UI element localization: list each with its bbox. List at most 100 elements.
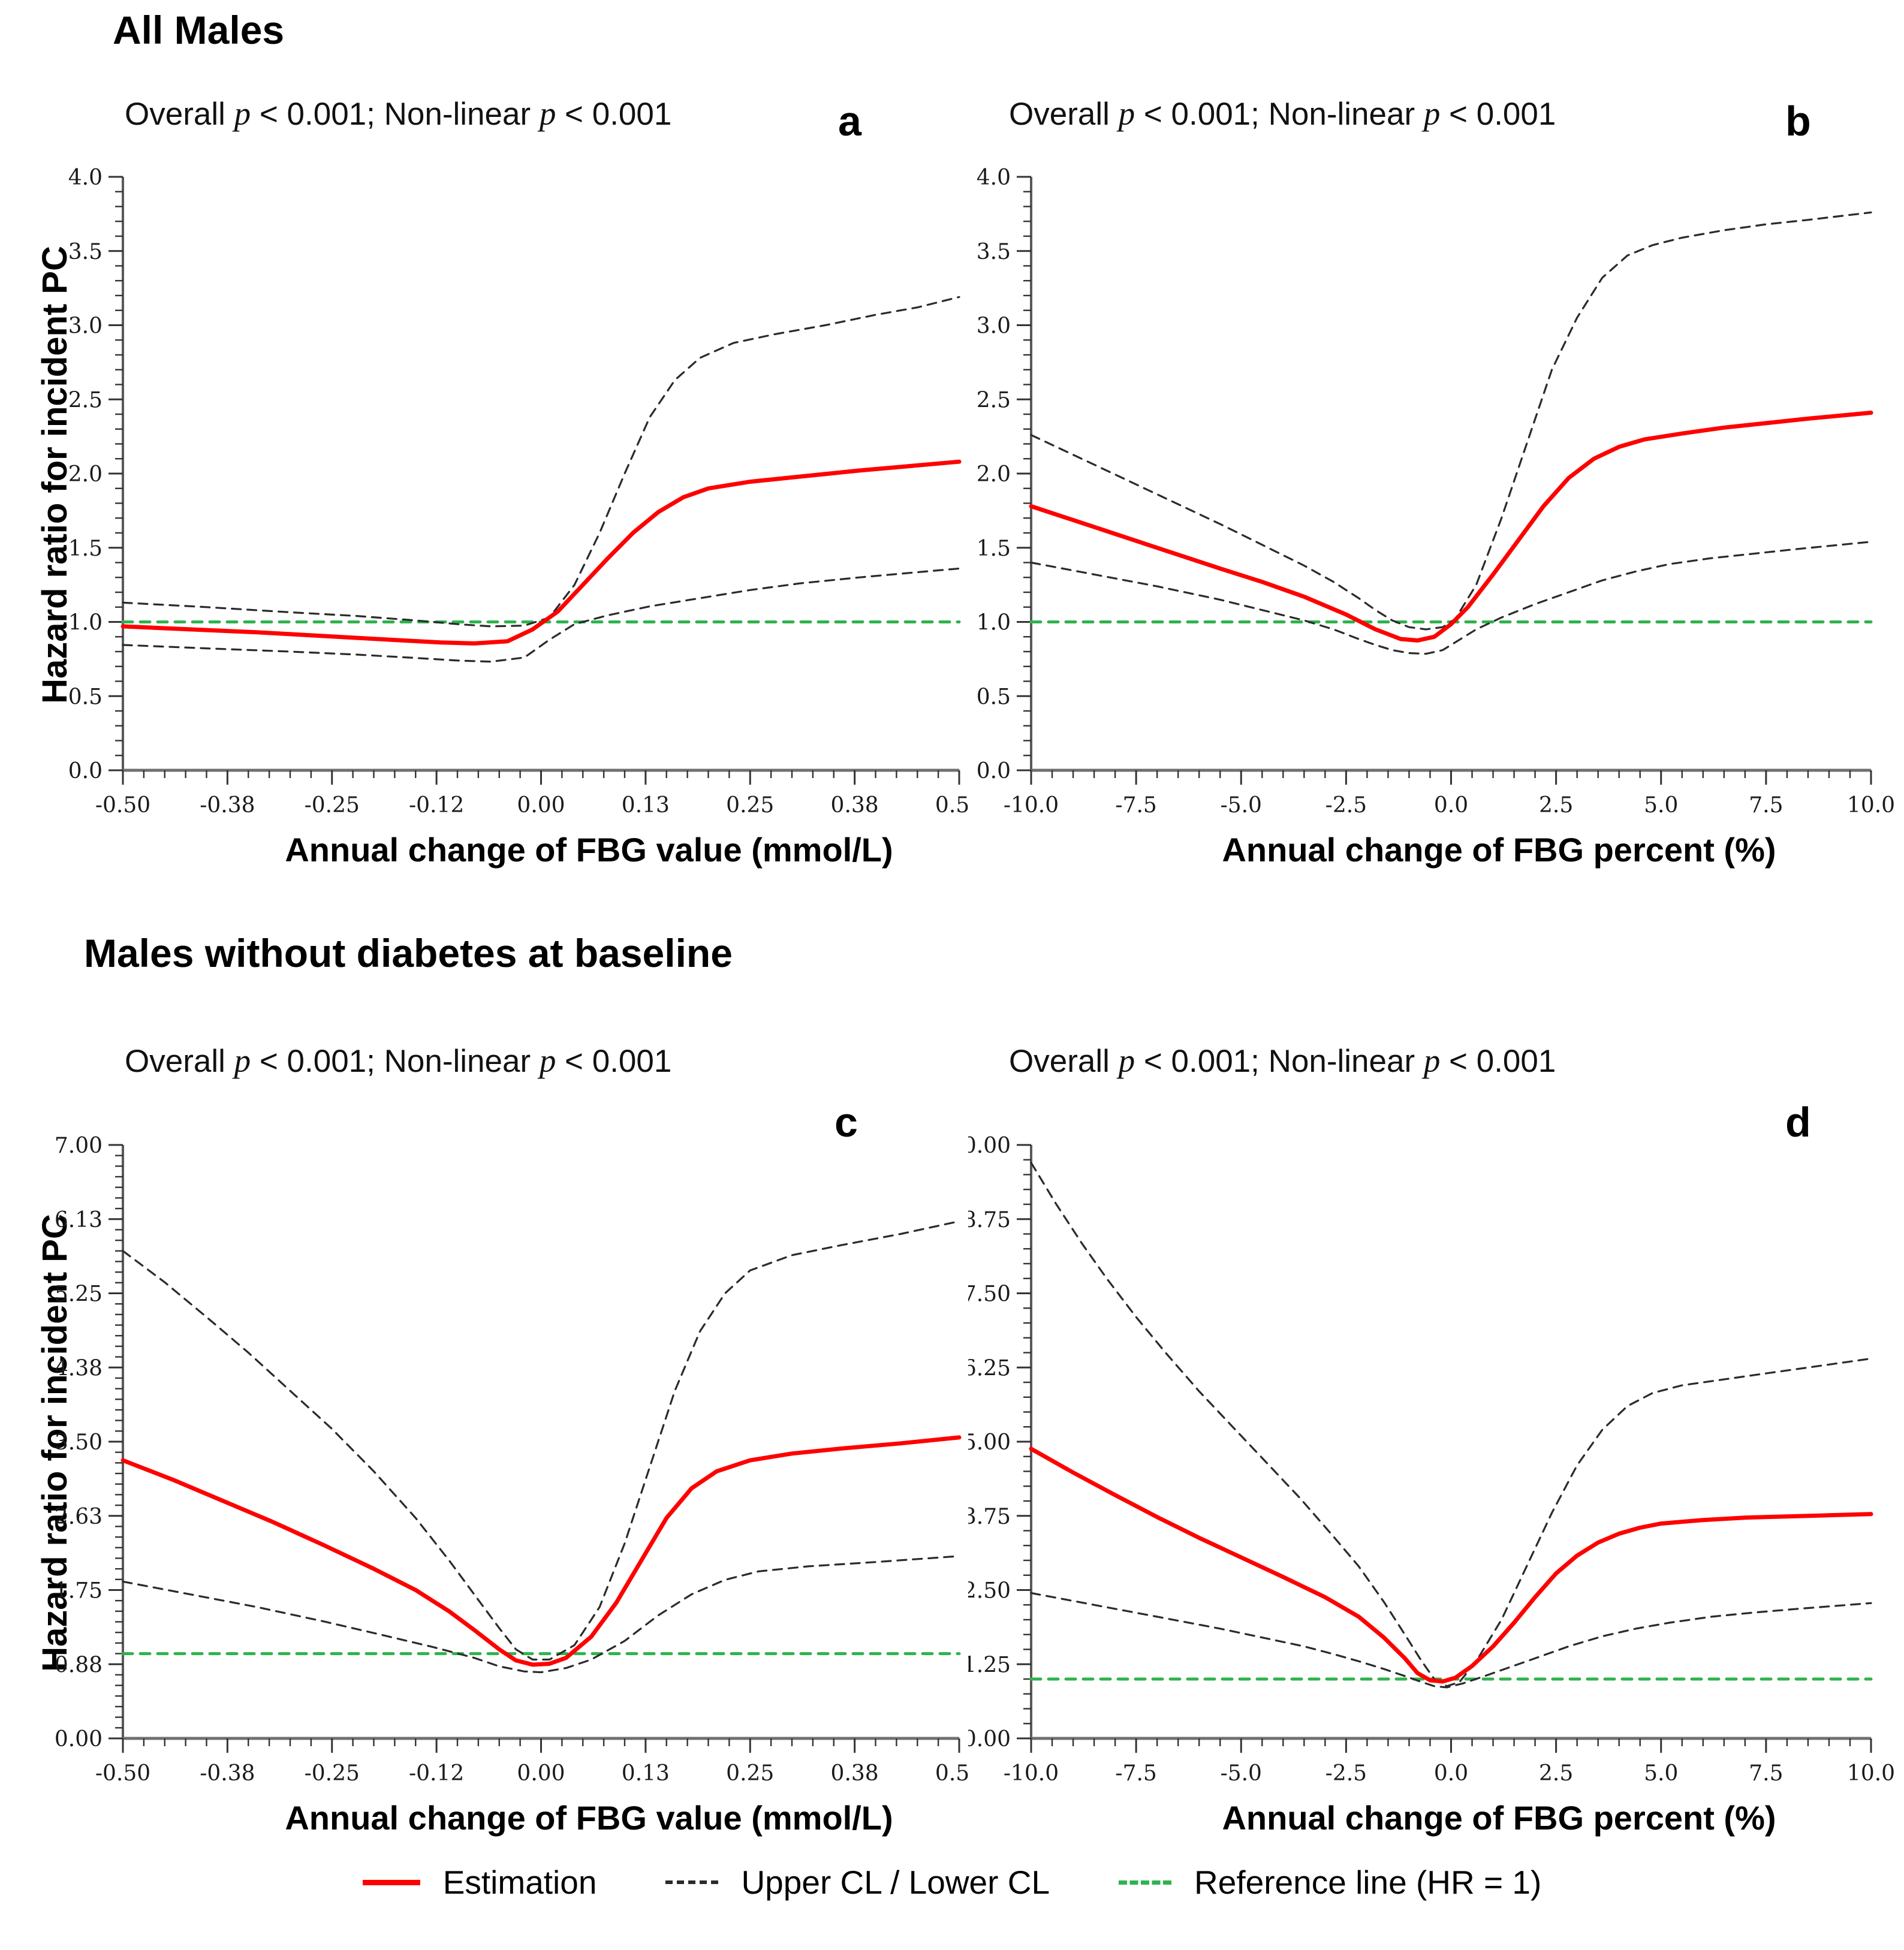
svg-text:0.13: 0.13 [622,1761,670,1786]
svg-text:3.5: 3.5 [68,240,103,264]
legend-item-upper-lower-cl: Upper CL / Lower CL [665,1863,1050,1901]
svg-text:0.00: 0.00 [968,1727,1011,1752]
svg-text:0.5: 0.5 [68,685,103,709]
svg-text:0.00: 0.00 [55,1727,103,1752]
svg-text:0.25: 0.25 [726,793,774,818]
svg-text:7.00: 7.00 [55,1134,103,1158]
svg-text:4.0: 4.0 [977,165,1011,190]
svg-text:0.5: 0.5 [977,685,1011,709]
svg-text:2.5: 2.5 [1539,793,1573,818]
legend-label-cl: Upper CL / Lower CL [741,1864,1050,1901]
svg-text:Annual change of FBG value (mm: Annual change of FBG value (mmol/L) [285,1799,893,1837]
svg-text:1.0: 1.0 [977,611,1011,635]
svg-text:-2.5: -2.5 [1325,1761,1367,1786]
estimation-line-swatch [362,1879,420,1885]
svg-text:0.0: 0.0 [1434,1761,1468,1786]
svg-text:6.25: 6.25 [968,1356,1011,1381]
svg-text:0.38: 0.38 [831,793,879,818]
svg-text:2.5: 2.5 [68,388,103,412]
legend-label-estimation: Estimation [442,1864,597,1901]
svg-text:1.0: 1.0 [68,611,103,635]
svg-text:0.88: 0.88 [55,1653,103,1677]
svg-text:1.25: 1.25 [968,1653,1011,1677]
section-title-males-without-diabetes: Males without diabetes at baseline [84,931,733,975]
panel-a-subtitle: Overall p < 0.001; Non-linear p < 0.001 [125,95,672,132]
svg-text:-10.0: -10.0 [1004,793,1059,818]
svg-text:7.5: 7.5 [1749,793,1783,818]
svg-text:-10.0: -10.0 [1004,1761,1059,1786]
svg-text:0.0: 0.0 [1434,793,1468,818]
svg-text:10.0: 10.0 [1847,793,1895,818]
svg-text:5.00: 5.00 [968,1430,1011,1455]
svg-text:-5.0: -5.0 [1221,793,1262,818]
svg-text:2.0: 2.0 [977,462,1011,487]
svg-text:Annual change of FBG percent (: Annual change of FBG percent (%) [1222,1799,1776,1837]
panel-label-d: d [1785,1099,1811,1146]
svg-text:0.50: 0.50 [935,1761,968,1786]
panel-d-subtitle: Overall p < 0.001; Non-linear p < 0.001 [1009,1042,1556,1079]
svg-text:2.0: 2.0 [68,462,103,487]
reference-line-swatch [1119,1880,1172,1885]
svg-text:2.63: 2.63 [55,1505,103,1529]
legend-label-reference: Reference line (HR = 1) [1194,1864,1542,1901]
svg-text:7.5: 7.5 [1749,1761,1783,1786]
svg-text:3.50: 3.50 [55,1430,103,1455]
cl-line-swatch [665,1880,719,1884]
svg-text:-7.5: -7.5 [1115,1761,1156,1786]
svg-text:-0.25: -0.25 [305,1761,360,1786]
panel-label-b: b [1785,98,1811,144]
panel-b-subtitle: Overall p < 0.001; Non-linear p < 0.001 [1009,95,1556,132]
chart-panel-a: 0.0 0.5 1.0 1.5 2.0 2.5 3.0 3.5 4.0 -0.50 -0.38 -0.… [68,165,968,869]
svg-text:2.50: 2.50 [968,1579,1011,1604]
svg-text:0.00: 0.00 [517,793,565,818]
svg-text:3.5: 3.5 [977,240,1011,264]
svg-text:-0.50: -0.50 [95,1761,150,1786]
svg-text:3.75: 3.75 [968,1505,1011,1529]
svg-text:-2.5: -2.5 [1325,793,1367,818]
svg-text:0.13: 0.13 [622,793,670,818]
svg-text:0.0: 0.0 [977,759,1011,783]
svg-text:Annual change of FBG percent (: Annual change of FBG percent (%) [1222,831,1776,869]
svg-text:2.5: 2.5 [977,388,1011,412]
svg-text:7.50: 7.50 [968,1282,1011,1307]
svg-text:Annual change of FBG value (mm: Annual change of FBG value (mmol/L) [285,831,893,869]
svg-text:4.38: 4.38 [55,1356,103,1381]
panel-c-subtitle: Overall p < 0.001; Non-linear p < 0.001 [125,1042,672,1079]
legend-item-estimation: Estimation [362,1863,597,1901]
legend-item-reference-line: Reference line (HR = 1) [1119,1863,1541,1901]
chart-panel-d: 0.00 1.25 2.50 3.75 5.00 6.25 7.50 8.75 10.00 -10… [968,1134,1895,1837]
svg-text:-0.12: -0.12 [409,1761,464,1786]
svg-text:2.5: 2.5 [1539,1761,1573,1786]
svg-text:-7.5: -7.5 [1115,793,1156,818]
svg-text:8.75: 8.75 [968,1208,1011,1232]
svg-text:-0.38: -0.38 [200,793,255,818]
legend: Estimation Upper CL / Lower CL Reference… [0,1863,1904,1901]
chart-panel-b: 0.0 0.5 1.0 1.5 2.0 2.5 3.0 3.5 4.0 -10.0 -7.5 -5.0… [977,165,1895,869]
svg-text:3.0: 3.0 [977,314,1011,339]
svg-text:4.0: 4.0 [68,165,103,190]
svg-text:5.25: 5.25 [55,1282,103,1307]
svg-text:-0.50: -0.50 [95,793,150,818]
svg-text:10.00: 10.00 [968,1134,1011,1158]
svg-text:-0.38: -0.38 [200,1761,255,1786]
svg-text:-5.0: -5.0 [1221,1761,1262,1786]
svg-text:3.0: 3.0 [68,314,103,339]
svg-text:5.0: 5.0 [1644,1761,1678,1786]
svg-text:10.0: 10.0 [1847,1761,1895,1786]
svg-text:0.0: 0.0 [68,759,103,783]
svg-text:1.5: 1.5 [68,537,103,561]
svg-text:0.38: 0.38 [831,1761,879,1786]
chart-panel-c: 0.00 0.88 1.75 2.63 3.50 4.38 5.25 6.13 7.00 -0.5… [55,1134,968,1837]
section-title-all-males: All Males [113,8,285,52]
panel-label-c: c [834,1099,858,1146]
svg-text:-0.12: -0.12 [409,793,464,818]
svg-text:6.13: 6.13 [55,1208,103,1232]
svg-text:0.00: 0.00 [517,1761,565,1786]
panel-label-a: a [838,98,861,144]
svg-text:-0.25: -0.25 [305,793,360,818]
svg-text:5.0: 5.0 [1644,793,1678,818]
svg-text:0.25: 0.25 [726,1761,774,1786]
svg-text:1.75: 1.75 [55,1579,103,1604]
svg-text:0.50: 0.50 [935,793,968,818]
